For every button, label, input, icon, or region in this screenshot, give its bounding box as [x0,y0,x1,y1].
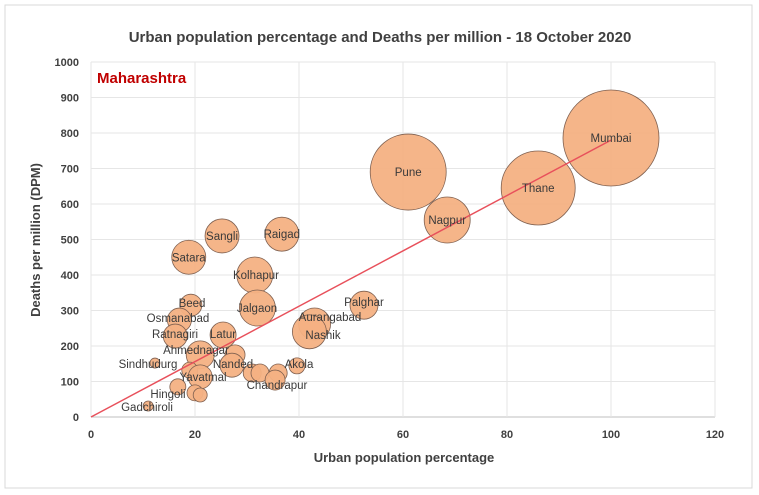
y-axis-label: Deaths per million (DPM) [28,163,43,317]
data-label-hingoli: Hingoli [150,389,185,401]
data-label-sindhudurg: Sindhudurg [119,359,178,371]
data-label-satara: Satara [172,252,206,264]
x-tick-label: 100 [602,429,620,441]
bubble-raigad [264,216,300,252]
data-label-chandrapur: Chandrapur [247,380,308,392]
data-label-latur: Latur [210,329,236,341]
data-label-nanded: Nanded [213,359,253,371]
y-tick-label: 0 [73,412,79,424]
x-tick-label: 20 [189,429,201,441]
data-label-akola: Akola [285,359,314,371]
x-tick-label: 40 [293,429,305,441]
data-label-ratnagiri: Ratnagiri [152,329,198,341]
bubble-hingoli [169,378,187,396]
bubble-pune [369,133,447,211]
data-label-ahmednagar: Ahmednagar [163,345,229,357]
data-label-jalgaon: Jalgaon [237,303,277,315]
bubble-gadchiroli [142,400,154,412]
bubble-jalgaon [238,289,276,327]
bubble-chandrapur [264,369,286,391]
data-label-gadchiroli: Gadchiroli [121,402,173,414]
x-tick-label: 60 [397,429,409,441]
bubble-sangli [204,218,240,254]
x-tick-label: 0 [88,429,94,441]
data-label-yavatmal: Yavatmal [179,372,226,384]
data-label-raigad: Raigad [264,229,300,241]
trendline [90,139,612,418]
bubble-sindhudurg [149,357,161,369]
x-tick-label: 120 [706,429,724,441]
y-tick-label: 900 [61,93,79,105]
y-tick-label: 700 [61,164,79,176]
bubble-mumbai [562,89,660,187]
annotation-label: Maharashtra [97,70,187,87]
chart-title: Urban population percentage and Deaths p… [129,29,632,46]
bubble-nagpur [423,196,471,244]
data-label-aurangabad: Aurangabad [299,312,362,324]
y-tick-label: 600 [61,199,79,211]
data-label-kolhapur: Kolhapur [233,270,279,282]
data-label-sangli: Sangli [206,231,238,243]
data-label-beed: Beed [179,298,206,310]
y-tick-label: 400 [61,270,79,282]
data-label-thane: Thane [522,183,555,195]
bubble-latur [209,321,237,349]
y-tick-label: 200 [61,341,79,353]
y-tick-label: 100 [61,377,79,389]
bubble-palghar [349,290,379,320]
data-label-mumbai: Mumbai [591,133,632,145]
data-label-nashik: Nashik [305,330,340,342]
y-tick-label: 500 [61,235,79,247]
bubble-nanded [219,352,245,378]
data-label-pune: Pune [395,167,422,179]
data-label-osmanabad: Osmanabad [147,313,210,325]
chart-border [4,4,753,489]
bubble-unlabeled [192,387,208,403]
data-label-nagpur: Nagpur [428,215,466,227]
x-axis-label: Urban population percentage [314,450,495,465]
bubble-satara [171,239,207,275]
x-tick-label: 80 [501,429,513,441]
bubble-ratnagiri [162,323,188,349]
bubble-akola [288,357,306,375]
y-tick-label: 1000 [55,57,79,69]
y-tick-label: 300 [61,306,79,318]
y-tick-label: 800 [61,128,79,140]
bubble-nashik [291,314,327,350]
data-label-palghar: Palghar [344,297,384,309]
